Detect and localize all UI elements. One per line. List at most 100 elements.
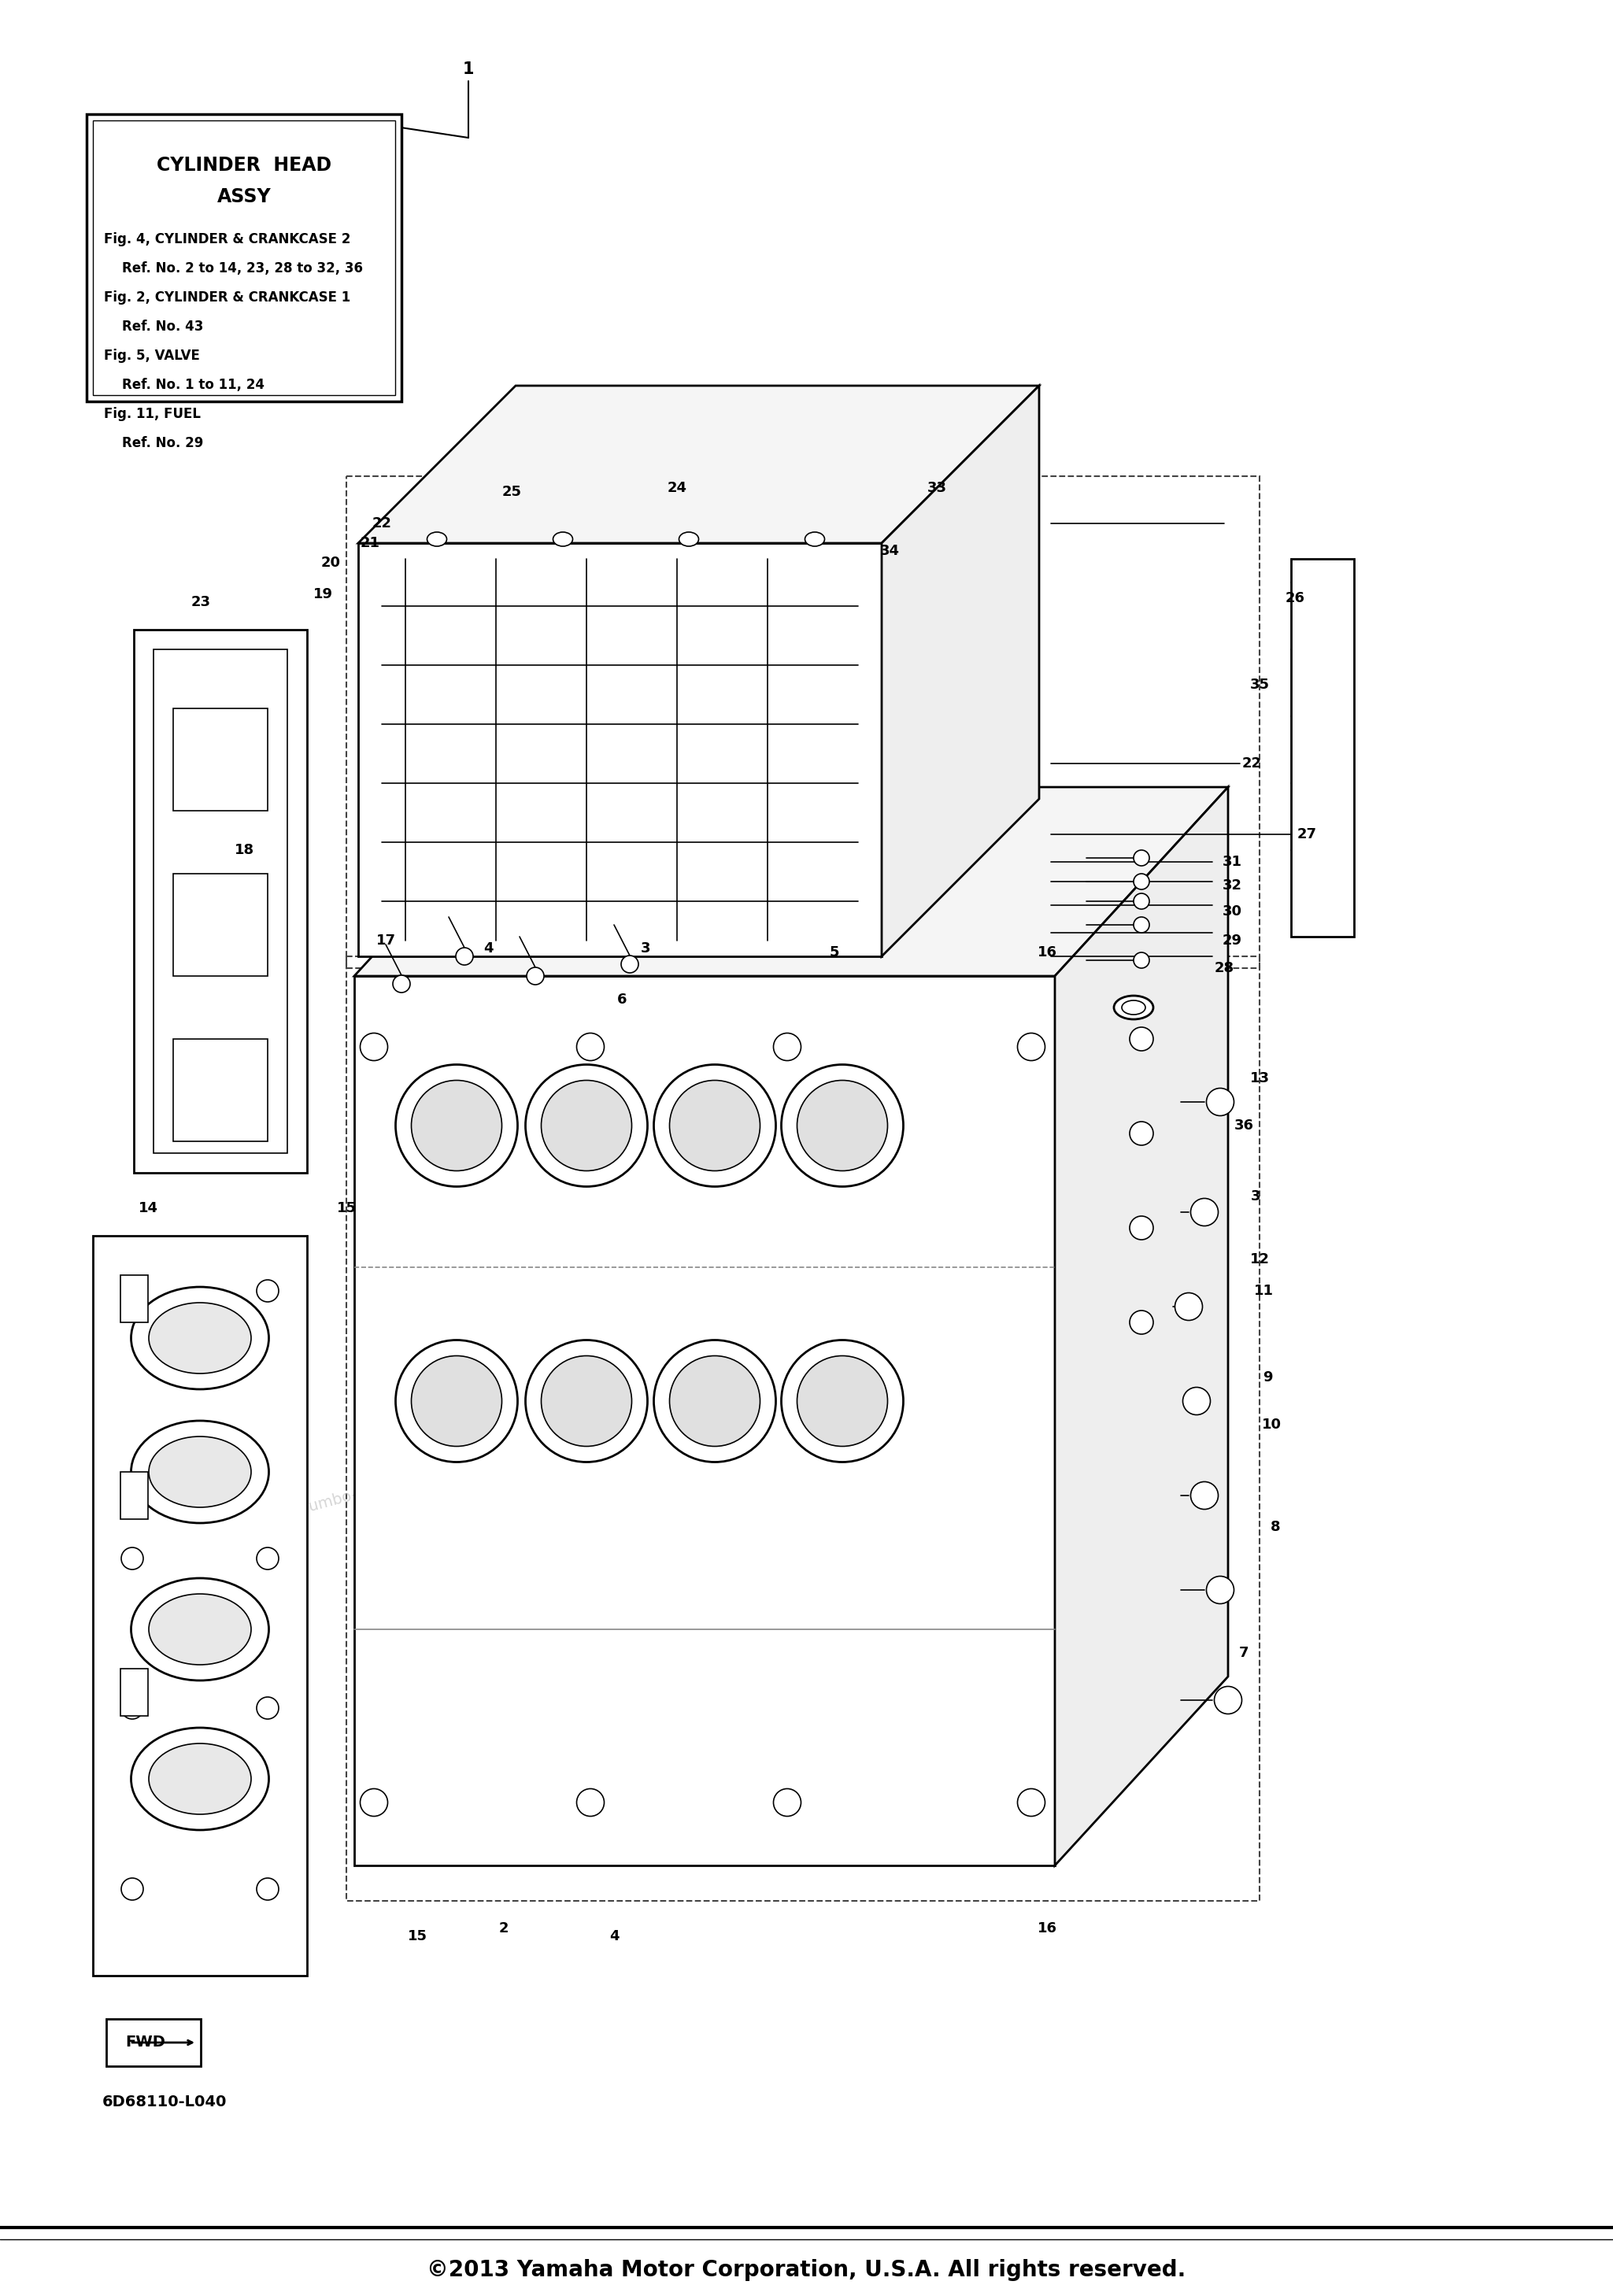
Bar xyxy=(173,709,268,810)
Text: Fig. 5, VALVE: Fig. 5, VALVE xyxy=(103,349,200,363)
Text: Fig. 2, CYLINDER & CRANKCASE 1: Fig. 2, CYLINDER & CRANKCASE 1 xyxy=(103,289,350,305)
Text: ©2013 Yamaha Motor Corporation, U.S.A. All rights reserved.: ©2013 Yamaha Motor Corporation, U.S.A. A… xyxy=(427,2259,1186,2280)
Text: 16: 16 xyxy=(1037,1922,1057,1936)
Text: 33: 33 xyxy=(927,480,947,496)
Ellipse shape xyxy=(653,1341,776,1463)
Ellipse shape xyxy=(1121,1001,1145,1015)
Ellipse shape xyxy=(1207,1088,1234,1116)
Ellipse shape xyxy=(394,976,410,992)
Bar xyxy=(121,1274,148,1322)
Text: 3: 3 xyxy=(1250,1189,1260,1203)
Ellipse shape xyxy=(669,1357,760,1446)
Text: 3: 3 xyxy=(640,941,650,955)
Polygon shape xyxy=(358,544,882,957)
Polygon shape xyxy=(358,386,1039,544)
Ellipse shape xyxy=(1129,1123,1153,1146)
Text: 17: 17 xyxy=(376,934,395,948)
Ellipse shape xyxy=(805,533,824,546)
Text: 14: 14 xyxy=(139,1201,158,1215)
Text: Fig. 4, CYLINDER & CRANKCASE 2: Fig. 4, CYLINDER & CRANKCASE 2 xyxy=(103,232,350,246)
Bar xyxy=(173,1040,268,1141)
Ellipse shape xyxy=(542,1081,632,1171)
Text: 28: 28 xyxy=(1215,962,1234,976)
Text: yumbo-jp.com: yumbo-jp.com xyxy=(771,1199,882,1242)
Bar xyxy=(121,1472,148,1520)
Ellipse shape xyxy=(1215,1685,1242,1713)
Ellipse shape xyxy=(576,1033,605,1061)
Ellipse shape xyxy=(1207,1575,1234,1603)
Ellipse shape xyxy=(1134,916,1150,932)
Bar xyxy=(1290,558,1353,937)
Text: 9: 9 xyxy=(1263,1371,1273,1384)
Ellipse shape xyxy=(256,1878,279,1901)
Text: 23: 23 xyxy=(190,595,211,608)
Ellipse shape xyxy=(774,1789,802,1816)
Ellipse shape xyxy=(1018,1789,1045,1816)
Text: 35: 35 xyxy=(1250,677,1269,691)
Ellipse shape xyxy=(526,1341,647,1463)
Ellipse shape xyxy=(1129,1311,1153,1334)
Ellipse shape xyxy=(131,1421,269,1522)
Ellipse shape xyxy=(669,1081,760,1171)
Text: 26: 26 xyxy=(1286,590,1305,606)
Ellipse shape xyxy=(256,1279,279,1302)
Ellipse shape xyxy=(360,1033,387,1061)
Text: Ref. No. 29: Ref. No. 29 xyxy=(103,436,203,450)
Ellipse shape xyxy=(395,1065,518,1187)
Text: yumbo-jp.com: yumbo-jp.com xyxy=(495,845,606,886)
Ellipse shape xyxy=(797,1081,887,1171)
Ellipse shape xyxy=(1018,1033,1045,1061)
Ellipse shape xyxy=(256,1548,279,1570)
Ellipse shape xyxy=(1182,1387,1210,1414)
Text: 30: 30 xyxy=(1223,905,1242,918)
Ellipse shape xyxy=(360,1789,387,1816)
Text: 22: 22 xyxy=(373,517,392,530)
Bar xyxy=(347,475,1260,969)
Ellipse shape xyxy=(576,1789,605,1816)
Text: 4: 4 xyxy=(484,941,494,955)
Text: Ref. No. 43: Ref. No. 43 xyxy=(103,319,203,333)
Ellipse shape xyxy=(148,1437,252,1506)
Text: CYLINDER  HEAD: CYLINDER HEAD xyxy=(156,156,331,174)
Ellipse shape xyxy=(621,955,639,974)
Ellipse shape xyxy=(121,1548,144,1570)
Text: 20: 20 xyxy=(321,556,340,569)
Ellipse shape xyxy=(131,1288,269,1389)
Ellipse shape xyxy=(1134,875,1150,889)
Ellipse shape xyxy=(679,533,698,546)
Ellipse shape xyxy=(1134,850,1150,866)
Ellipse shape xyxy=(1190,1199,1218,1226)
Text: 31: 31 xyxy=(1223,854,1242,868)
Ellipse shape xyxy=(256,1697,279,1720)
Ellipse shape xyxy=(131,1577,269,1681)
Text: 4: 4 xyxy=(610,1929,619,1942)
Ellipse shape xyxy=(456,948,473,964)
Ellipse shape xyxy=(653,1065,776,1187)
Ellipse shape xyxy=(526,1065,647,1187)
Text: 27: 27 xyxy=(1297,827,1316,840)
Text: Ref. No. 2 to 14, 23, 28 to 32, 36: Ref. No. 2 to 14, 23, 28 to 32, 36 xyxy=(103,262,363,276)
Text: yumbo-jp.com: yumbo-jp.com xyxy=(298,1474,410,1518)
Text: 7: 7 xyxy=(1239,1646,1248,1660)
Polygon shape xyxy=(355,788,1227,976)
Text: 22: 22 xyxy=(1242,755,1261,771)
Ellipse shape xyxy=(121,1878,144,1901)
Text: 1: 1 xyxy=(463,62,474,78)
Ellipse shape xyxy=(1129,1026,1153,1052)
Ellipse shape xyxy=(1134,893,1150,909)
Text: 29: 29 xyxy=(1223,934,1242,948)
Ellipse shape xyxy=(131,1727,269,1830)
Bar xyxy=(153,650,287,1153)
Text: 32: 32 xyxy=(1223,879,1242,893)
Text: 15: 15 xyxy=(408,1929,427,1942)
Polygon shape xyxy=(882,386,1039,957)
Ellipse shape xyxy=(121,1279,144,1302)
Bar xyxy=(347,957,1260,1901)
Text: 12: 12 xyxy=(1250,1251,1269,1267)
Text: 25: 25 xyxy=(502,484,521,498)
Text: 34: 34 xyxy=(879,544,900,558)
Text: 21: 21 xyxy=(360,535,379,551)
Text: 5: 5 xyxy=(829,946,839,960)
Text: 24: 24 xyxy=(668,480,687,496)
Ellipse shape xyxy=(411,1081,502,1171)
